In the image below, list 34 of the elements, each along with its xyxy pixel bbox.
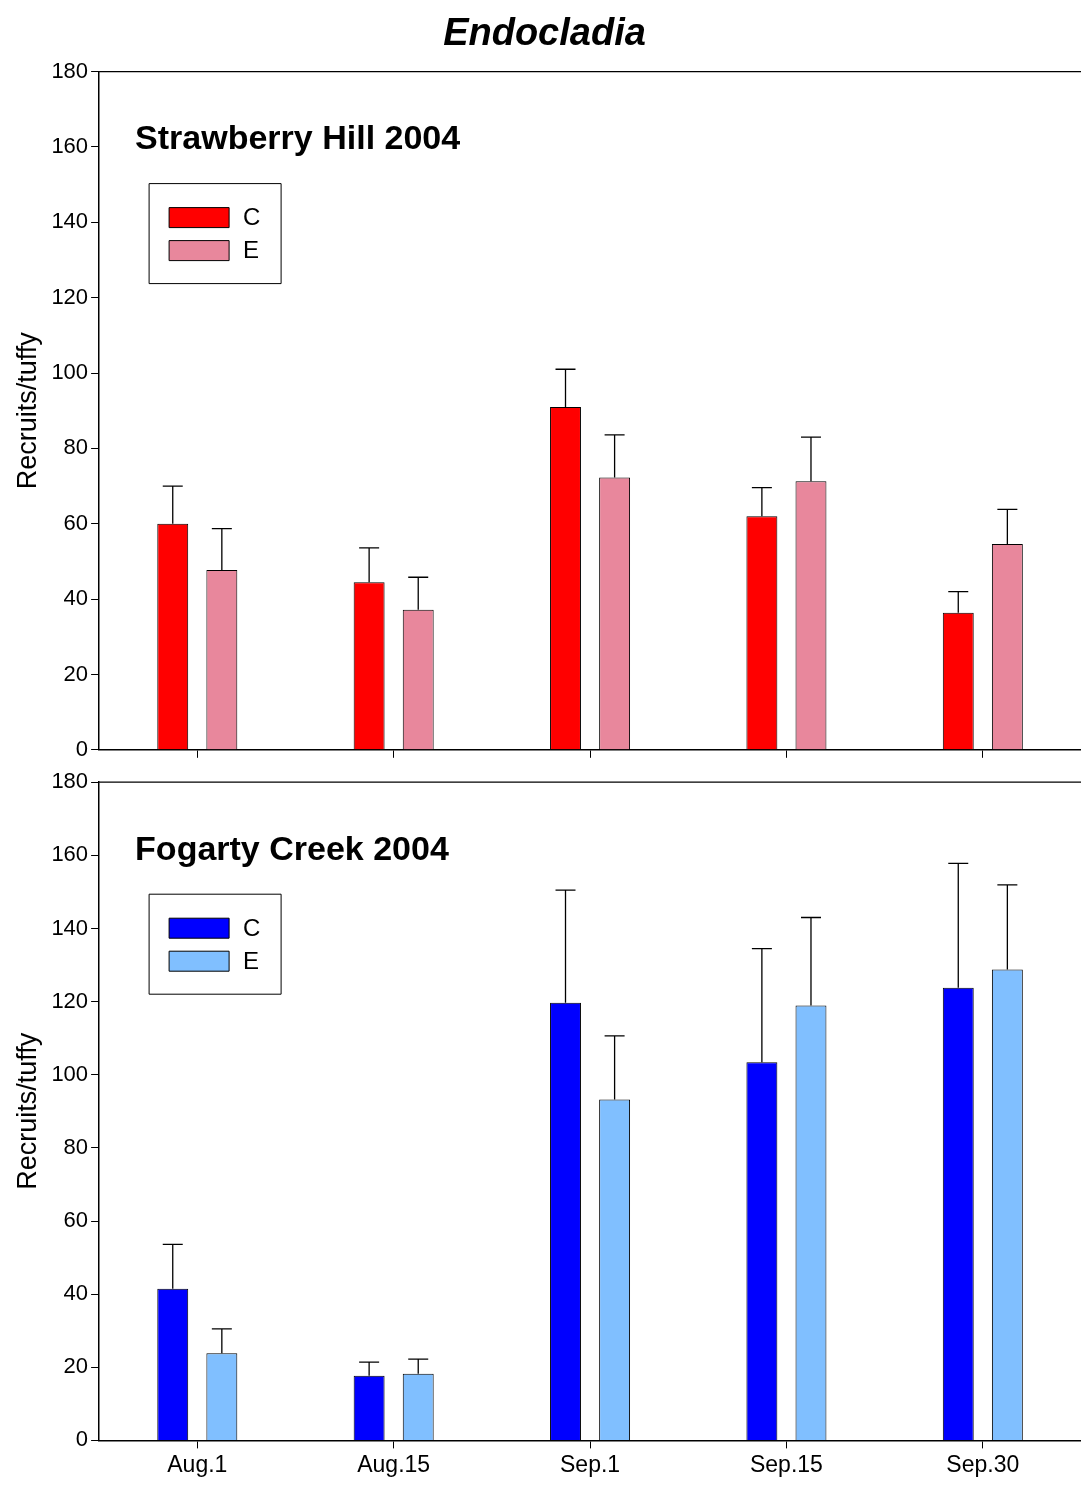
- y-tick-label: 60: [63, 1207, 89, 1233]
- y-axis-title: Recruits/tuffy: [11, 1032, 42, 1190]
- x-tick-label: Sep.15: [749, 1450, 823, 1477]
- text: Strawberry Hill 2004: [135, 117, 461, 156]
- y-tick-label: 100: [51, 1060, 89, 1086]
- y-tick-label: 120: [51, 283, 89, 309]
- legend-label: E: [243, 236, 260, 264]
- y-tick-label: 120: [51, 987, 89, 1013]
- x-tick-label: Sep.1: [560, 1450, 621, 1477]
- x-tick-label: Aug.1: [167, 1450, 228, 1477]
- y-tick-label: 0: [75, 1426, 89, 1452]
- y-tick-label: 20: [63, 1353, 89, 1379]
- legend-label: C: [243, 913, 261, 941]
- chart-title: Endocladia: [443, 11, 646, 54]
- y-tick-label: 100: [51, 359, 89, 385]
- x-tick-label: Sep.30: [946, 1450, 1020, 1477]
- y-tick-label: 140: [51, 914, 89, 940]
- y-tick-label: 140: [51, 208, 89, 234]
- legend-label: E: [243, 946, 260, 974]
- y-tick-label: 160: [51, 841, 89, 867]
- y-tick-label: 80: [63, 1133, 89, 1159]
- y-tick-label: 40: [63, 1280, 89, 1306]
- y-tick-label: 40: [63, 585, 89, 611]
- y-tick-label: 160: [51, 133, 89, 159]
- y-tick-label: 180: [51, 768, 89, 794]
- y-tick-label: 80: [63, 434, 89, 460]
- y-axis-title: Recruits/tuffy: [11, 331, 42, 490]
- y-tick-label: 180: [51, 57, 89, 83]
- legend-label: C: [243, 203, 261, 231]
- text: Fogarty Creek 2004: [135, 828, 449, 867]
- y-tick-label: 60: [63, 509, 89, 535]
- y-tick-label: 0: [75, 735, 89, 761]
- x-tick-label: Aug.15: [357, 1450, 431, 1477]
- y-tick-label: 20: [63, 660, 89, 686]
